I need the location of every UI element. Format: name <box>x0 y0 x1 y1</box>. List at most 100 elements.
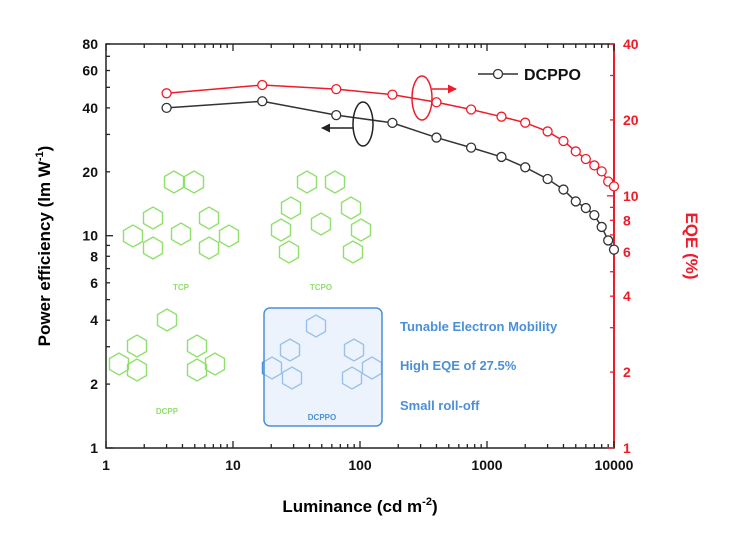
y-axis-right-title: EQE (%) <box>682 212 701 279</box>
y-right-tick-label: 1 <box>623 440 631 456</box>
legend-label: DCPPO <box>524 67 581 84</box>
y-axis-left-title: Power efficiency (lm W-1) <box>34 146 54 347</box>
power-efficiency-line <box>166 100 615 251</box>
y-left-tick-label: 2 <box>90 376 98 392</box>
x-tick-label: 10000 <box>595 457 634 473</box>
y-left-tick-label: 1 <box>90 440 98 456</box>
power-efficiency-point <box>161 102 172 114</box>
eqe-point <box>496 111 507 122</box>
eqe-point <box>161 88 172 99</box>
y-right-tick-label: 10 <box>623 188 639 204</box>
y-left-tick-label: 80 <box>82 36 98 52</box>
power-efficiency-point <box>331 109 342 121</box>
molecule-dcpp <box>108 308 226 382</box>
power-efficiency-point <box>496 151 507 163</box>
molecule-tcp <box>122 170 240 260</box>
power-efficiency-point <box>580 202 591 214</box>
y-left-tick-label: 60 <box>82 63 98 79</box>
power-efficiency-point <box>608 244 620 255</box>
y-right-tick-label: 2 <box>623 364 631 380</box>
power-efficiency-point <box>431 132 442 143</box>
power-efficiency-point <box>596 221 607 233</box>
eqe-point <box>558 135 569 147</box>
molecule-label-dcpp: DCPP <box>156 407 179 416</box>
y-right-tick-label: 20 <box>623 112 639 128</box>
molecule-label-tcp: TCP <box>173 283 190 292</box>
molecule-ring <box>198 236 220 260</box>
eqe-point <box>331 83 342 95</box>
eqe-point <box>589 160 600 171</box>
eqe-point <box>570 146 581 157</box>
tick-labels: 1 10 100 1000 100001246810204060801246810204… <box>82 36 638 473</box>
molecule-ring <box>198 206 220 230</box>
x-tick-label: 1000 <box>471 457 502 473</box>
molecule-ring <box>324 170 346 194</box>
molecule-tcpo <box>270 170 372 264</box>
series-power-efficiency <box>161 96 620 255</box>
x-axis-title: Luminance (cd m-2) <box>282 496 437 516</box>
molecule-ring <box>142 236 164 260</box>
molecule-ring <box>186 334 208 358</box>
feature-2: High EQE of 27.5% <box>400 358 517 373</box>
molecule-ring <box>142 206 164 230</box>
y-left-tick-label: 40 <box>82 100 98 116</box>
power-efficiency-point <box>387 117 398 129</box>
x-tick-label: 1 <box>102 457 110 473</box>
molecule-ring <box>342 240 364 264</box>
y-left-tick-label: 10 <box>82 228 98 244</box>
eqe-point <box>257 79 268 91</box>
molecule-ring <box>156 308 178 332</box>
y-left-tick-label: 4 <box>90 312 98 328</box>
power-efficiency-point <box>520 162 531 173</box>
y-left-tick-label: 8 <box>90 248 98 264</box>
molecule-ring <box>183 170 205 194</box>
eqe-point <box>431 97 442 108</box>
power-efficiency-point <box>558 184 569 195</box>
molecule-ring <box>350 218 372 242</box>
molecule-ring <box>296 170 318 194</box>
molecule-ring <box>126 334 148 358</box>
y-left-tick-label: 6 <box>90 275 98 291</box>
axis-ticks <box>105 43 615 449</box>
eqe-point <box>465 104 477 115</box>
power-efficiency-point <box>257 96 268 107</box>
eqe-point <box>387 89 398 100</box>
eqe-point <box>608 181 620 192</box>
dcppo-highlight-box <box>263 307 383 427</box>
power-efficiency-point <box>570 196 581 207</box>
molecule-ring <box>278 240 300 264</box>
right-axis-indicator-oval <box>411 75 433 121</box>
eqe-point <box>580 153 591 165</box>
y-right-tick-label: 8 <box>623 212 631 228</box>
eqe-point <box>542 126 553 137</box>
power-efficiency-point <box>465 142 477 153</box>
molecule-ring <box>163 170 185 194</box>
molecule-ring <box>310 212 332 236</box>
y-right-tick-label: 40 <box>623 36 639 52</box>
x-tick-label: 10 <box>225 457 241 473</box>
molecule-label-tcpo: TCPO <box>310 283 332 292</box>
eqe-point <box>596 166 607 177</box>
feature-3: Small roll-off <box>400 398 480 413</box>
molecule-ring <box>108 352 130 376</box>
x-tick-label: 100 <box>348 457 372 473</box>
power-efficiency-point <box>603 235 614 246</box>
y-right-tick-label: 4 <box>623 288 631 304</box>
eqe-point <box>520 117 531 128</box>
legend-marker <box>492 68 504 80</box>
molecule-ring <box>170 222 192 246</box>
molecule-ring <box>270 218 292 242</box>
molecule-label-dcppo: DCPPO <box>308 413 336 422</box>
molecule-ring <box>280 196 302 220</box>
power-efficiency-point <box>589 209 600 221</box>
left-axis-indicator-oval <box>352 101 374 147</box>
molecule-ring <box>186 358 208 382</box>
molecule-ring <box>126 358 148 382</box>
molecule-ring <box>204 352 226 376</box>
molecule-ring <box>122 224 144 248</box>
y-left-tick-label: 20 <box>82 164 98 180</box>
molecule-ring <box>218 224 240 248</box>
power-efficiency-point <box>542 173 553 185</box>
legend: DCPPO <box>478 67 581 84</box>
